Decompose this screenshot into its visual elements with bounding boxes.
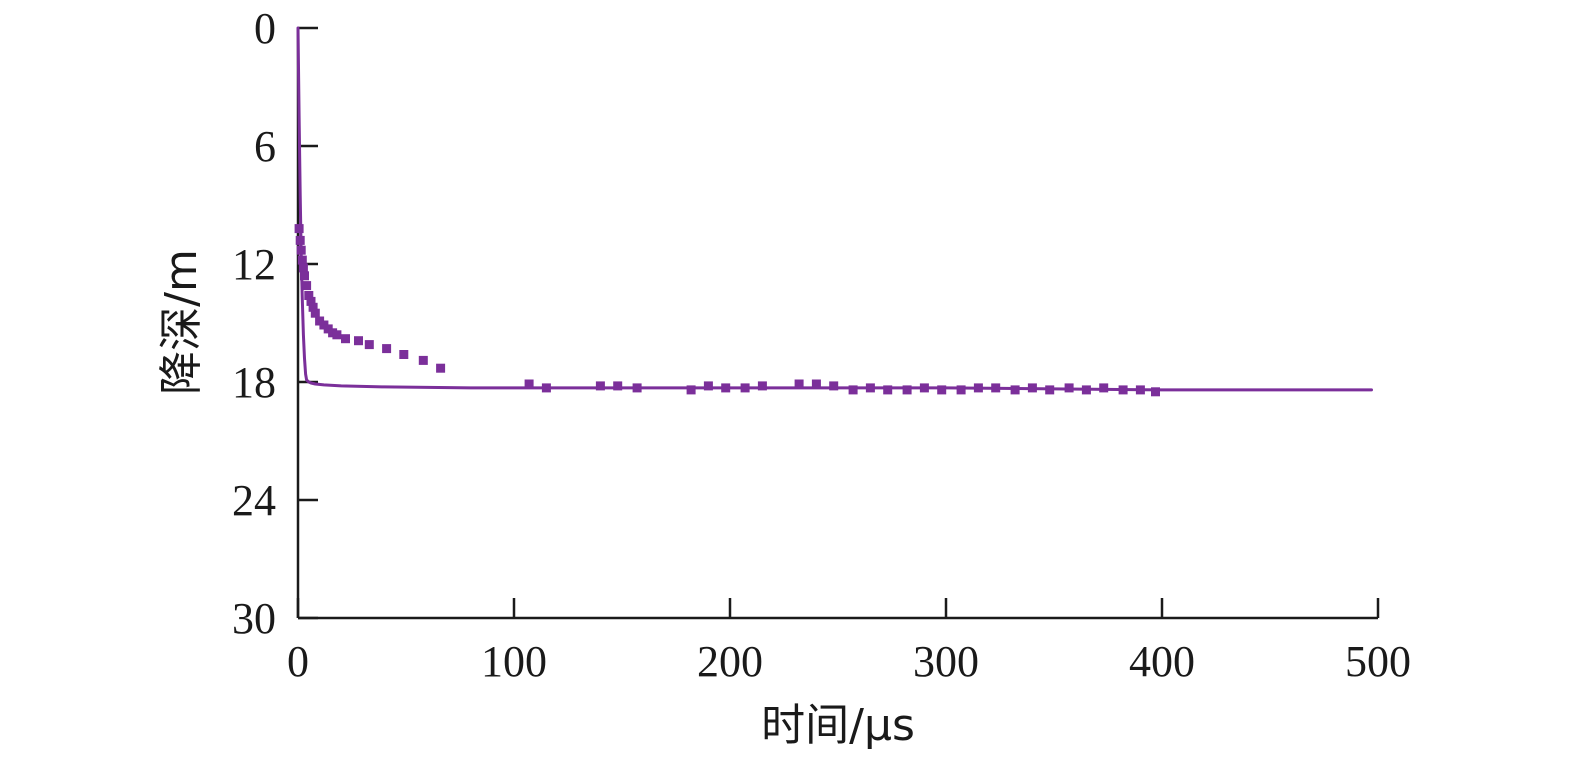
data-point-marker (613, 381, 623, 391)
data-point-marker (829, 381, 839, 391)
y-tick-label: 24 (232, 476, 276, 525)
y-tick-label: 30 (232, 594, 276, 643)
data-point-marker (332, 330, 342, 340)
data-point-marker (296, 245, 306, 255)
data-point-marker (721, 383, 731, 393)
data-point-marker (300, 271, 309, 281)
data-point-marker (1064, 383, 1074, 393)
y-tick-label: 6 (254, 122, 276, 171)
data-point-marker (740, 383, 750, 393)
data-point-marker (902, 385, 912, 395)
data-point-marker (295, 235, 305, 245)
y-ticks: 0 6 12 18 24 30 (232, 4, 318, 643)
y-tick-label: 0 (254, 4, 276, 53)
data-point-marker (686, 385, 696, 395)
data-point-marker (436, 363, 446, 373)
data-point-marker (919, 383, 929, 393)
data-point-marker (1135, 385, 1145, 395)
data-point-marker (632, 383, 642, 393)
data-point-marker (354, 336, 363, 346)
data-point-marker (364, 340, 374, 350)
data-point-marker (848, 385, 858, 395)
data-point-marker (297, 255, 307, 265)
x-axis-title: 时间/μs (761, 700, 915, 751)
data-point-marker (399, 350, 409, 359)
x-tick-label: 400 (1129, 637, 1195, 686)
y-axis-title: 降深/m (156, 249, 207, 395)
data-point-marker (883, 385, 893, 395)
data-point-marker (1081, 385, 1091, 395)
data-point-marker (294, 224, 304, 234)
data-point-marker (304, 291, 314, 300)
data-point-marker (524, 379, 534, 389)
x-tick-label: 100 (481, 637, 547, 686)
x-tick-label: 200 (697, 637, 763, 686)
data-point-marker (298, 263, 308, 273)
x-ticks: 0 100 200 300 400 500 (287, 598, 1411, 686)
series-layer (294, 26, 1373, 397)
data-point-marker (341, 334, 350, 344)
series-line (296, 26, 1373, 392)
data-point-marker (382, 344, 392, 354)
data-point-marker (1118, 385, 1128, 395)
x-tick-label: 0 (287, 637, 309, 686)
data-point-marker (956, 385, 966, 395)
data-point-marker (794, 379, 804, 389)
data-point-marker (703, 381, 713, 391)
data-point-marker (308, 302, 318, 312)
data-point-marker (865, 383, 875, 393)
data-point-marker (811, 379, 821, 389)
y-tick-label: 18 (232, 358, 276, 407)
data-point-marker (302, 281, 312, 291)
data-point-marker (937, 385, 947, 395)
data-point-marker (1027, 383, 1037, 393)
data-point-marker (1151, 387, 1160, 397)
x-tick-label: 300 (913, 637, 979, 686)
y-tick-label: 12 (232, 240, 276, 289)
data-point-marker (1045, 385, 1055, 395)
data-point-marker (1010, 385, 1020, 395)
data-point-marker (310, 308, 320, 318)
data-point-marker (991, 383, 1001, 393)
data-point-marker (595, 381, 605, 391)
data-point-marker (973, 383, 983, 393)
data-point-marker (1099, 383, 1109, 393)
x-tick-label: 500 (1345, 637, 1411, 686)
axes (296, 28, 1378, 620)
data-point-marker (541, 383, 551, 393)
data-point-marker (306, 296, 316, 306)
data-point-marker (418, 355, 428, 365)
data-point-marker (757, 381, 767, 391)
